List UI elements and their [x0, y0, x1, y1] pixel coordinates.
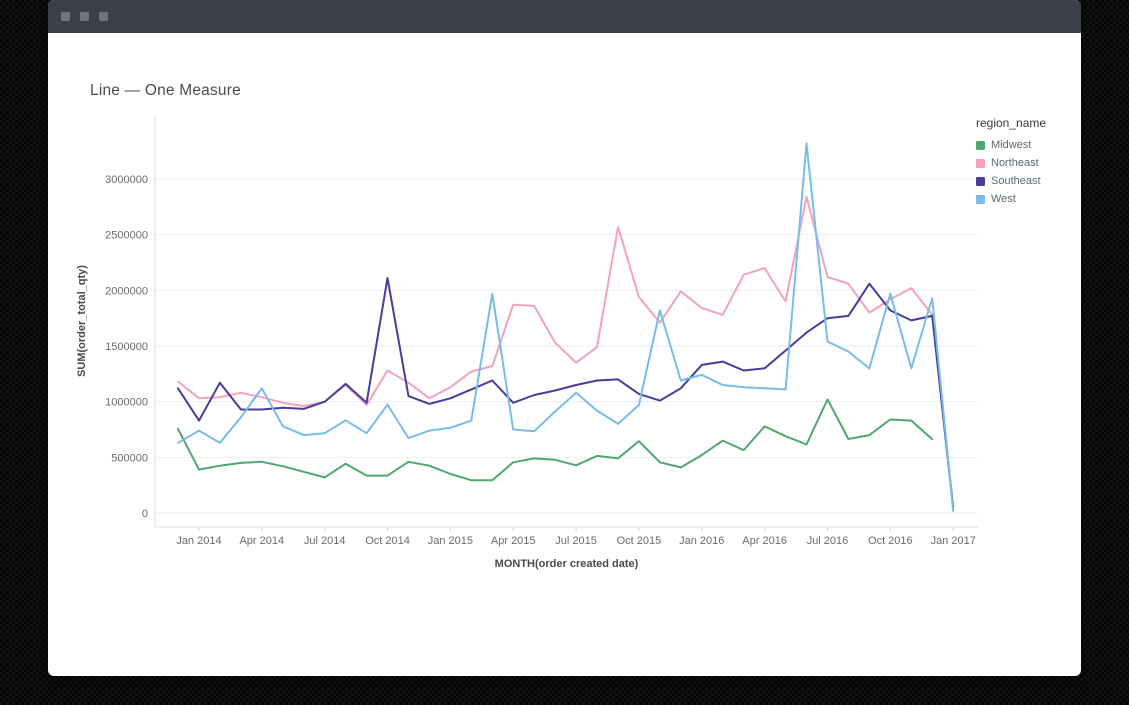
y-tick-label: 0	[142, 508, 148, 520]
legend-swatch-icon	[976, 177, 985, 186]
legend-item-label: Southeast	[991, 175, 1041, 187]
legend-item-label: Midwest	[991, 139, 1031, 151]
legend-swatch-icon	[976, 195, 985, 204]
x-tick-label: Oct 2016	[868, 535, 913, 547]
legend-swatch-icon	[976, 141, 985, 150]
x-axis-title: MONTH(order created date)	[495, 558, 639, 570]
app-window: Line — One Measure 050000010000001500000…	[48, 0, 1081, 676]
legend-swatch-icon	[976, 159, 985, 168]
legend-item-midwest[interactable]: Midwest	[976, 139, 1080, 151]
y-tick-label: 1000000	[105, 397, 148, 409]
legend-item-northeast[interactable]: Northeast	[976, 157, 1080, 169]
x-tick-label: Jan 2014	[176, 535, 221, 547]
y-tick-label: 2500000	[105, 230, 148, 242]
y-axis-title: SUM(order_total_qty)	[76, 265, 88, 377]
series-line-west[interactable]	[178, 143, 953, 510]
x-tick-label: Oct 2014	[365, 535, 410, 547]
legend-item-west[interactable]: West	[976, 193, 1080, 205]
series-line-southeast[interactable]	[178, 278, 953, 507]
x-tick-label: Apr 2016	[742, 535, 787, 547]
x-tick-label: Oct 2015	[617, 535, 662, 547]
line-chart-plot-area[interactable]: 0 500000 1000000 1500000 2000000 2500000 30000…	[48, 0, 1081, 676]
x-tick-label: Jan 2016	[679, 535, 724, 547]
x-tick-label: Jan 2015	[428, 535, 473, 547]
x-tick-label: Apr 2014	[239, 535, 284, 547]
legend-item-label: Northeast	[991, 157, 1039, 169]
legend-item-label: West	[991, 193, 1016, 205]
page-background: { "window": { "buttons": ["window-button…	[0, 0, 1129, 705]
x-tick-label: Jul 2015	[555, 535, 597, 547]
legend-item-southeast[interactable]: Southeast	[976, 175, 1080, 187]
y-tick-label: 3000000	[105, 174, 148, 186]
x-tick-label: Jul 2014	[304, 535, 346, 547]
x-tick-label: Jan 2017	[931, 535, 976, 547]
y-tick-label: 1500000	[105, 341, 148, 353]
y-tick-label: 2000000	[105, 285, 148, 297]
x-tick-label: Apr 2015	[491, 535, 536, 547]
chart-legend: region_name Midwest Northeast Southeast Wes…	[976, 116, 1080, 211]
x-tick-label: Jul 2016	[807, 535, 849, 547]
y-tick-label: 500000	[111, 452, 148, 464]
legend-title: region_name	[976, 116, 1080, 130]
